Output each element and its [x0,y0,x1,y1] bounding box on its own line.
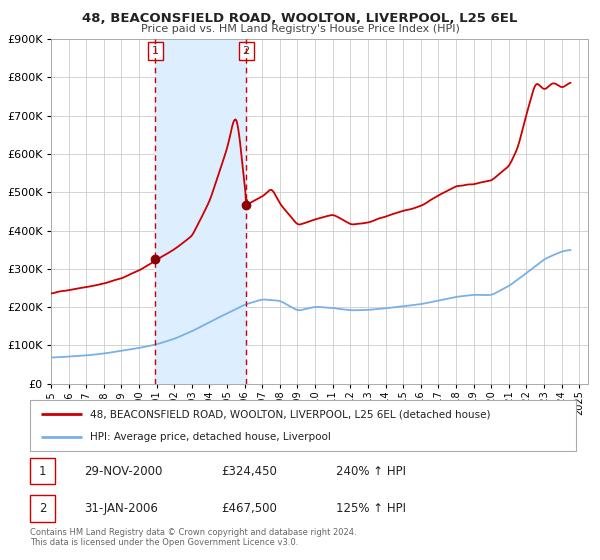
Text: 31-JAN-2006: 31-JAN-2006 [85,502,158,515]
Text: 240% ↑ HPI: 240% ↑ HPI [336,465,406,478]
FancyBboxPatch shape [30,400,576,451]
Text: 48, BEACONSFIELD ROAD, WOOLTON, LIVERPOOL, L25 6EL (detached house): 48, BEACONSFIELD ROAD, WOOLTON, LIVERPOO… [90,409,491,419]
Text: 29-NOV-2000: 29-NOV-2000 [85,465,163,478]
Text: Price paid vs. HM Land Registry's House Price Index (HPI): Price paid vs. HM Land Registry's House … [140,24,460,34]
Text: Contains HM Land Registry data © Crown copyright and database right 2024.
This d: Contains HM Land Registry data © Crown c… [30,528,356,547]
Bar [571,39,588,384]
Text: HPI: Average price, detached house, Liverpool: HPI: Average price, detached house, Live… [90,432,331,442]
Text: 1: 1 [39,465,46,478]
Text: 48, BEACONSFIELD ROAD, WOOLTON, LIVERPOOL, L25 6EL: 48, BEACONSFIELD ROAD, WOOLTON, LIVERPOO… [82,12,518,25]
Text: £467,500: £467,500 [221,502,277,515]
Text: 1: 1 [152,46,158,55]
Text: £324,450: £324,450 [221,465,277,478]
Bar [155,39,246,384]
Text: 2: 2 [242,46,250,55]
FancyBboxPatch shape [30,458,55,484]
Text: 2: 2 [39,502,46,515]
FancyBboxPatch shape [30,495,55,521]
Text: 125% ↑ HPI: 125% ↑ HPI [336,502,406,515]
